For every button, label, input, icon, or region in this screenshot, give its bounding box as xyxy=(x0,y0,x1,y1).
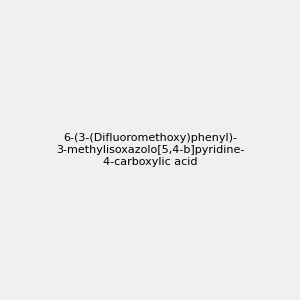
Text: 6-(3-(Difluoromethoxy)phenyl)-
3-methylisoxazolo[5,4-b]pyridine-
4-carboxylic ac: 6-(3-(Difluoromethoxy)phenyl)- 3-methyli… xyxy=(56,134,244,166)
